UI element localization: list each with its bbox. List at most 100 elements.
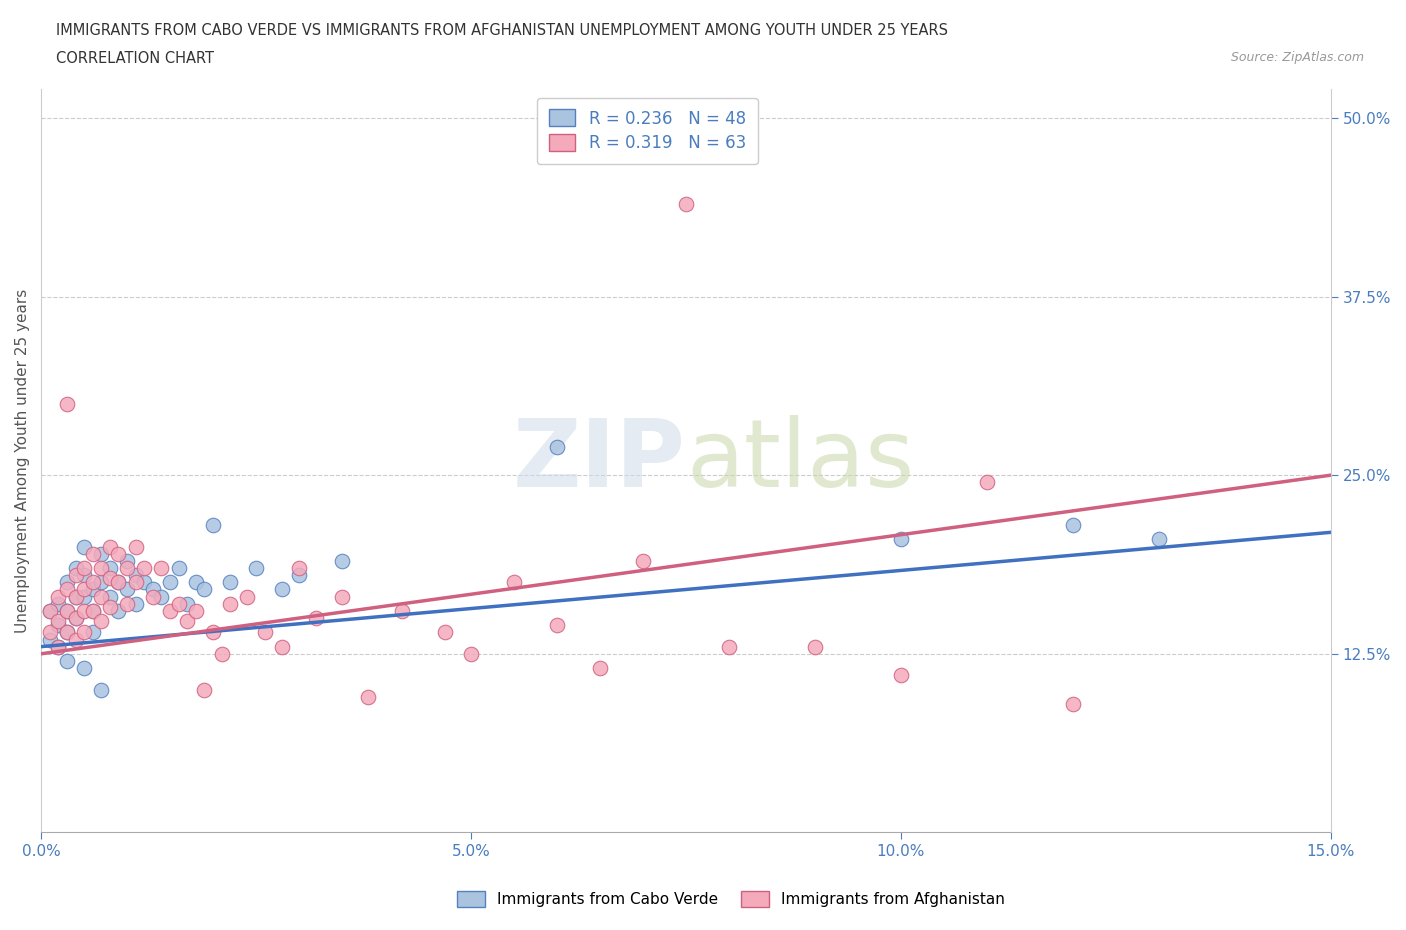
Point (546, 618, 568, 632)
Point (115, 553, 138, 568)
Point (134, 561, 156, 576)
Point (73, 582, 96, 597)
Legend: R = 0.236   N = 48, R = 0.319   N = 63: R = 0.236 N = 48, R = 0.319 N = 63 (537, 98, 758, 164)
Point (65, 590, 87, 604)
Point (890, 532, 912, 547)
Point (219, 596, 242, 611)
Point (167, 561, 190, 576)
Point (589, 660, 612, 675)
Point (125, 567, 148, 582)
Point (357, 689, 380, 704)
Point (142, 590, 165, 604)
Point (65, 567, 87, 582)
Text: Source: ZipAtlas.com: Source: ZipAtlas.com (1230, 51, 1364, 64)
Point (73, 604, 96, 618)
Point (330, 590, 353, 604)
Point (134, 575, 156, 590)
Point (90, 546, 112, 561)
Point (73, 539, 96, 554)
Point (65, 632, 87, 647)
Point (159, 575, 181, 590)
Point (245, 561, 267, 576)
Point (73, 660, 96, 675)
Point (107, 546, 129, 561)
Point (890, 668, 912, 683)
Point (434, 625, 457, 640)
Point (73, 625, 96, 640)
Point (90, 614, 112, 629)
Point (46, 590, 69, 604)
Point (976, 475, 998, 490)
Point (56, 396, 79, 411)
Point (115, 561, 138, 576)
Point (107, 575, 129, 590)
Text: atlas: atlas (686, 415, 914, 507)
Point (46, 618, 69, 632)
Point (90, 561, 112, 576)
Point (115, 596, 138, 611)
Point (98, 561, 121, 576)
Point (98, 539, 121, 554)
Point (236, 590, 259, 604)
Point (804, 639, 827, 654)
Point (125, 596, 148, 611)
Point (46, 596, 69, 611)
Point (65, 590, 87, 604)
Point (90, 575, 112, 590)
Point (176, 596, 198, 611)
Legend: Immigrants from Cabo Verde, Immigrants from Afghanistan: Immigrants from Cabo Verde, Immigrants f… (451, 884, 1011, 913)
Point (82, 575, 104, 590)
Point (125, 539, 148, 554)
Point (211, 646, 233, 661)
Point (73, 590, 96, 604)
Point (184, 604, 207, 618)
Point (503, 575, 526, 590)
Point (115, 582, 138, 597)
Point (167, 596, 190, 611)
Point (65, 561, 87, 576)
Point (38, 604, 60, 618)
Point (82, 546, 104, 561)
Point (1147, 532, 1170, 547)
Point (65, 611, 87, 626)
Point (56, 654, 79, 669)
Point (288, 561, 311, 576)
Point (46, 639, 69, 654)
Point (98, 590, 121, 604)
Point (159, 604, 181, 618)
Point (717, 639, 740, 654)
Point (631, 553, 654, 568)
Point (391, 604, 413, 618)
Point (46, 639, 69, 654)
Point (460, 646, 482, 661)
Point (56, 604, 79, 618)
Point (176, 614, 198, 629)
Point (330, 553, 353, 568)
Point (73, 567, 96, 582)
Point (270, 582, 292, 597)
Point (270, 639, 292, 654)
Point (219, 575, 242, 590)
Point (193, 582, 215, 597)
Point (1062, 697, 1084, 711)
Point (56, 604, 79, 618)
Point (142, 582, 165, 597)
Point (546, 439, 568, 454)
Text: CORRELATION CHART: CORRELATION CHART (56, 51, 214, 66)
Point (82, 604, 104, 618)
Y-axis label: Unemployment Among Youth under 25 years: Unemployment Among Youth under 25 years (15, 289, 30, 633)
Point (73, 561, 96, 576)
Point (98, 599, 121, 614)
Point (253, 625, 276, 640)
Point (1062, 518, 1084, 533)
Point (150, 561, 173, 576)
Point (56, 575, 79, 590)
Point (125, 575, 148, 590)
Point (184, 575, 207, 590)
Point (305, 611, 328, 626)
Point (288, 567, 311, 582)
Point (82, 582, 104, 597)
Point (675, 196, 697, 211)
Text: ZIP: ZIP (513, 415, 686, 507)
Point (98, 571, 121, 586)
